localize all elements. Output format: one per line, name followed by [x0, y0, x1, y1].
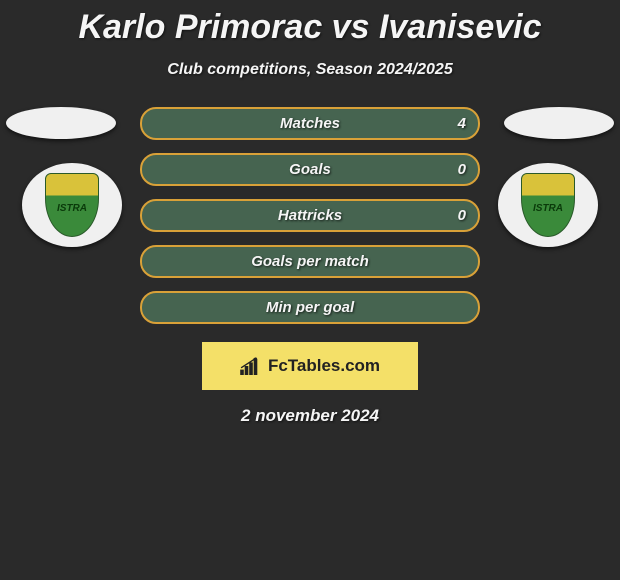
comparison-container: Matches 4 Goals 0 Hattricks 0 Goals per match M…	[0, 107, 620, 324]
shield-icon	[521, 173, 575, 237]
brand-text: FcTables.com	[268, 356, 380, 376]
stat-bar-value-right: 0	[458, 161, 466, 178]
team-badge-left	[22, 163, 122, 247]
page-title: Karlo Primorac vs Ivanisevic	[0, 0, 620, 47]
stat-bar: Hattricks 0	[140, 199, 480, 232]
stat-bar: Goals 0	[140, 153, 480, 186]
stat-bar-label: Min per goal	[266, 299, 354, 316]
bars-chart-icon	[240, 357, 262, 375]
stat-bar-label: Matches	[280, 115, 340, 132]
stat-bar-label: Hattricks	[278, 207, 342, 224]
brand-box: FcTables.com	[202, 342, 418, 390]
stat-bar: Min per goal	[140, 291, 480, 324]
subtitle: Club competitions, Season 2024/2025	[0, 61, 620, 79]
team-badge-right	[498, 163, 598, 247]
stat-bar-value-right: 0	[458, 207, 466, 224]
stat-bars: Matches 4 Goals 0 Hattricks 0 Goals per match M…	[140, 107, 480, 324]
player-indicator-left	[6, 107, 116, 139]
stat-bar-value-right: 4	[458, 115, 466, 132]
shield-icon	[45, 173, 99, 237]
date-label: 2 november 2024	[0, 406, 620, 426]
stat-bar: Goals per match	[140, 245, 480, 278]
stat-bar-label: Goals per match	[251, 253, 369, 270]
player-indicator-right	[504, 107, 614, 139]
stat-bar-label: Goals	[289, 161, 331, 178]
stat-bar: Matches 4	[140, 107, 480, 140]
